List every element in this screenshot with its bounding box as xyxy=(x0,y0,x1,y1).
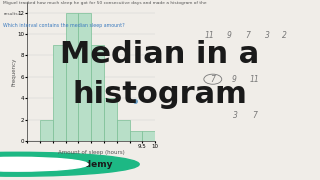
Text: Khan Academy: Khan Academy xyxy=(37,160,112,169)
Circle shape xyxy=(0,157,88,171)
Text: Which interval contains the median sleep amount?: Which interval contains the median sleep… xyxy=(3,22,125,28)
Text: 11: 11 xyxy=(250,75,259,84)
Y-axis label: Frequency: Frequency xyxy=(11,57,16,86)
Text: 9: 9 xyxy=(231,75,236,84)
Bar xyxy=(104,98,117,141)
Text: 3: 3 xyxy=(233,111,238,120)
Text: 7: 7 xyxy=(245,31,251,40)
Bar xyxy=(53,45,66,141)
Bar xyxy=(91,45,104,141)
Bar xyxy=(40,120,53,141)
Circle shape xyxy=(0,152,139,176)
Text: 7: 7 xyxy=(252,111,257,120)
Text: 11: 11 xyxy=(205,31,214,40)
Bar xyxy=(78,13,91,141)
Bar xyxy=(117,120,130,141)
X-axis label: Amount of sleep (hours): Amount of sleep (hours) xyxy=(58,150,124,156)
Text: Median in a: Median in a xyxy=(60,40,260,69)
Text: 9: 9 xyxy=(226,31,231,40)
Text: 7: 7 xyxy=(210,75,215,84)
Text: 2: 2 xyxy=(282,31,287,40)
Bar xyxy=(66,13,78,141)
Text: 3: 3 xyxy=(265,31,270,40)
Text: Miguel tracked how much sleep he got for 50 consecutive days and made a histogra: Miguel tracked how much sleep he got for… xyxy=(3,1,207,5)
Bar xyxy=(130,130,142,141)
Text: results:: results: xyxy=(3,12,19,16)
Text: histogram: histogram xyxy=(73,80,247,109)
Bar xyxy=(142,130,155,141)
